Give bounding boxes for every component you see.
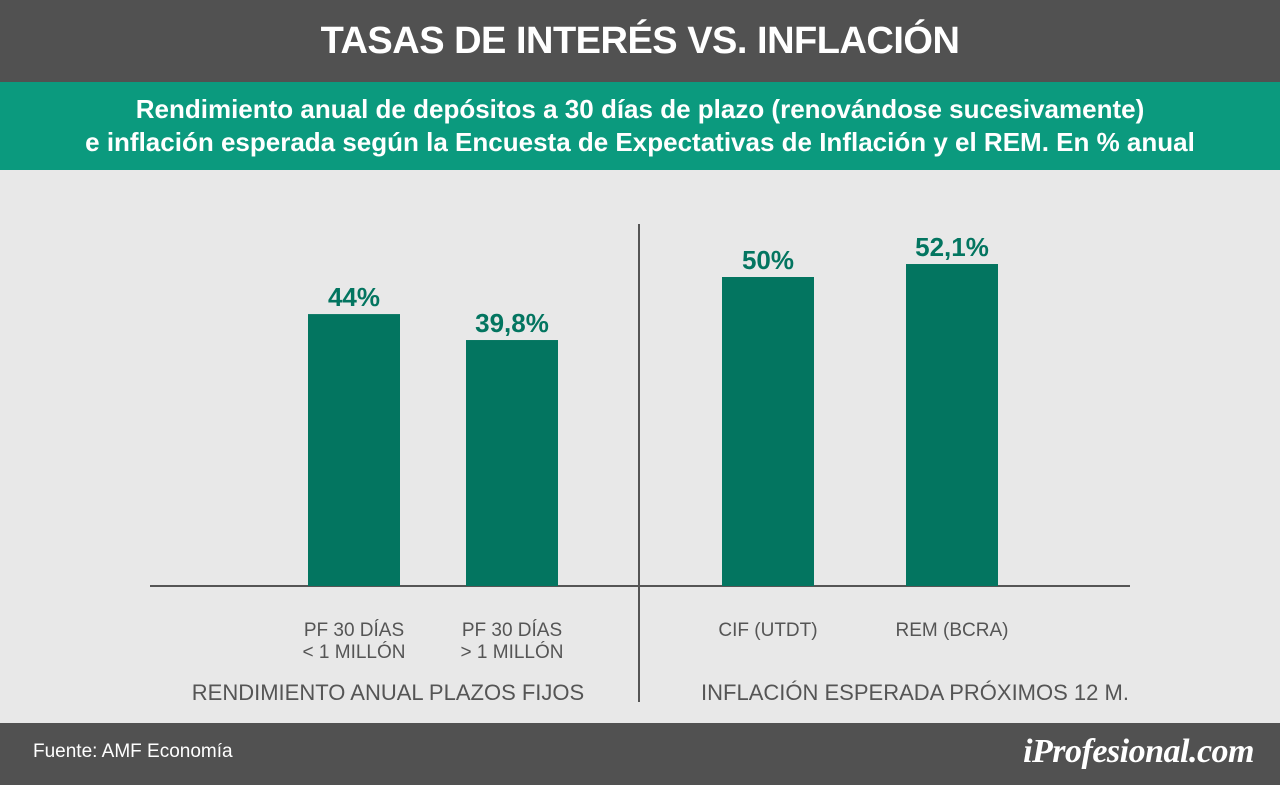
- group-title-1: INFLACIÓN ESPERADA PRÓXIMOS 12 M.: [701, 680, 1129, 705]
- brand-logo: iProfesional.com: [1023, 733, 1254, 770]
- bar-1-1: [906, 264, 998, 586]
- group-title-0: RENDIMIENTO ANUAL PLAZOS FIJOS: [192, 680, 584, 705]
- data-label-0-0: 44%: [328, 282, 380, 312]
- category-label-0-0-1: < 1 MILLÓN: [303, 641, 406, 663]
- bar-0-1: [466, 340, 558, 586]
- chart-subtitle: Rendimiento anual de depósitos a 30 días…: [0, 82, 1280, 170]
- data-label-0-1: 39,8%: [475, 308, 549, 338]
- category-label-0-0-0: PF 30 DÍAS: [304, 620, 404, 641]
- data-label-1-1: 52,1%: [915, 232, 989, 262]
- data-label-1-0: 50%: [742, 245, 794, 275]
- bar-0-0: [308, 314, 400, 586]
- footer: Fuente: AMF Economía iProfesional.com: [0, 723, 1280, 785]
- subtitle-line-1: Rendimiento anual de depósitos a 30 días…: [135, 94, 1145, 124]
- plot-area: 44% PF 30 DÍAS < 1 MILLÓN 39,8% PF 30 DÍAS > …: [0, 170, 1280, 723]
- bar-1-0: [722, 277, 814, 586]
- category-label-0-1-0: PF 30 DÍAS: [462, 620, 562, 641]
- category-label-1-0-0: CIF (UTDT): [718, 620, 817, 641]
- subtitle-line-2: e inflación esperada según la Encuesta d…: [85, 127, 1195, 157]
- chart-title: TASAS DE INTERÉS VS. INFLACIÓN: [0, 0, 1280, 82]
- category-label-1-1-0: REM (BCRA): [896, 620, 1009, 641]
- source-note: Fuente: AMF Economía: [33, 741, 233, 762]
- category-label-0-1-1: > 1 MILLÓN: [461, 641, 564, 663]
